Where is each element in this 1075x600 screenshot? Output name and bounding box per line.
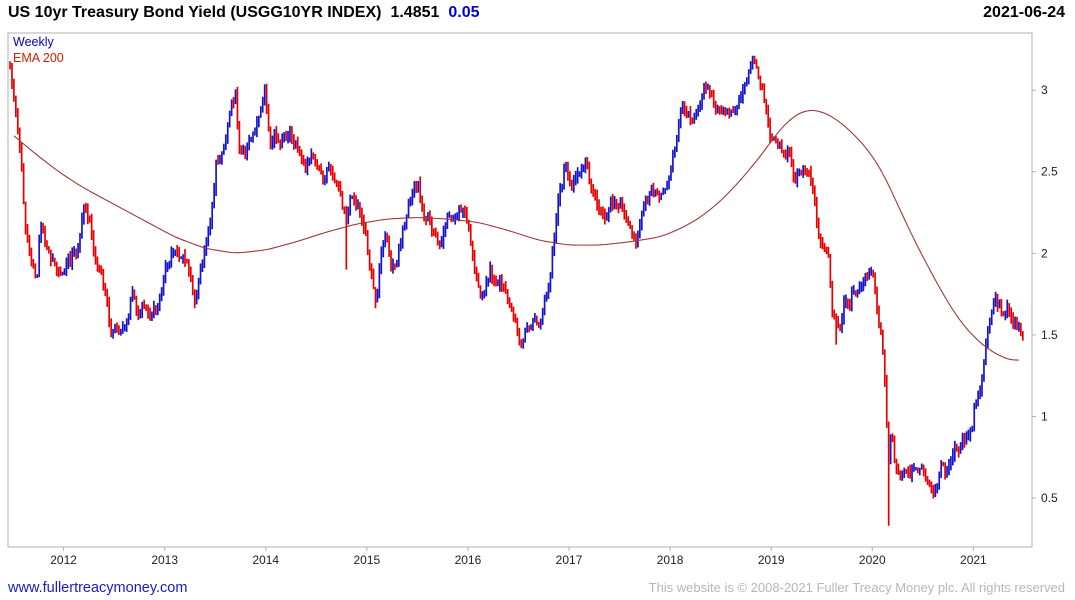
- x-axis-label: 2019: [758, 553, 785, 567]
- price-change: 0.05: [448, 4, 480, 21]
- x-axis-label: 2012: [50, 553, 77, 567]
- ema-200-line: [13, 109, 1020, 361]
- y-axis-label: 1: [1041, 409, 1048, 423]
- y-axis-label: 1.5: [1041, 328, 1058, 342]
- y-axis-label: 3: [1041, 83, 1048, 97]
- x-axis-label: 2016: [455, 553, 482, 567]
- chart-legend: Weekly EMA 200: [13, 34, 64, 66]
- last-price: 1.4851: [390, 4, 440, 21]
- x-axis-label: 2018: [657, 553, 684, 567]
- x-axis-label: 2017: [556, 553, 583, 567]
- x-axis-label: 2013: [151, 553, 178, 567]
- chart-date: 2021-06-24: [983, 4, 1065, 21]
- x-axis-label: 2015: [354, 553, 381, 567]
- site-link[interactable]: www.fullertreacymoney.com: [8, 580, 188, 596]
- y-axis-label: 2: [1041, 246, 1048, 260]
- legend-ema: EMA 200: [13, 51, 64, 65]
- chart-header: US 10yr Treasury Bond Yield (USGG10YR IN…: [8, 4, 1065, 22]
- plot-frame: [7, 32, 1033, 548]
- x-axis-label: 2021: [960, 553, 987, 567]
- copyright-text: This website is © 2008-2021 Fuller Treac…: [648, 580, 1065, 595]
- y-axis-label: 0.5: [1041, 491, 1058, 505]
- y-axis-label: 2.5: [1041, 165, 1058, 179]
- x-axis-label: 2020: [859, 553, 886, 567]
- legend-timeframe: Weekly: [13, 35, 54, 49]
- chart-title: US 10yr Treasury Bond Yield (USGG10YR IN…: [8, 4, 382, 21]
- title-block: US 10yr Treasury Bond Yield (USGG10YR IN…: [8, 4, 480, 22]
- x-axis-label: 2014: [252, 553, 279, 567]
- page-footer: www.fullertreacymoney.com This website i…: [8, 580, 1065, 596]
